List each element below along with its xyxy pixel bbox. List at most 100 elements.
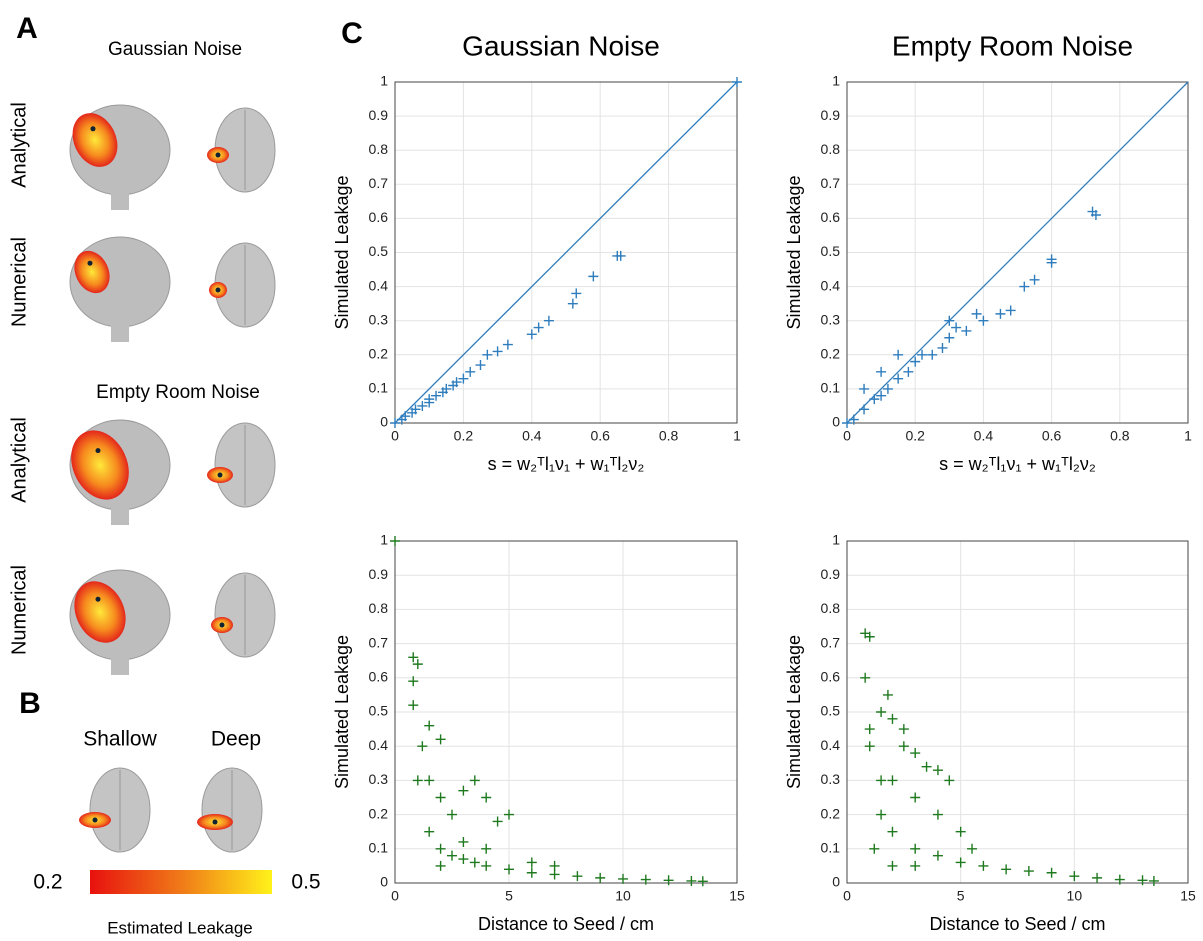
point (482, 349, 493, 360)
y-tick-label: 0.3 (821, 771, 841, 787)
point (533, 322, 544, 333)
axes-frame (846, 81, 1189, 424)
point (424, 826, 435, 837)
y-tick-label: 0.2 (369, 346, 389, 362)
point (944, 315, 955, 326)
y-tick-label: 0.2 (821, 346, 841, 362)
point (492, 816, 503, 827)
point (864, 631, 875, 642)
y-tick-label: 0.6 (369, 209, 389, 225)
point (864, 724, 875, 735)
y-tick-label: 0.8 (369, 141, 389, 157)
y-tick-label: 0 (832, 874, 840, 890)
y-tick-label: 0.9 (369, 107, 389, 123)
point (447, 850, 457, 861)
y-tick-label: 0.6 (369, 669, 389, 685)
point (887, 826, 898, 837)
point (481, 792, 492, 803)
colorbar-max: 0.5 (291, 871, 320, 894)
point (1019, 281, 1030, 292)
point (390, 418, 400, 428)
point (917, 349, 928, 360)
x-tick-label: 0.8 (659, 428, 679, 444)
point (887, 713, 898, 724)
point (927, 349, 938, 360)
point (944, 332, 955, 343)
x-axis-label: s = w₂ᵀl₁ν₁ + w₁ᵀl₂ν₂ (939, 454, 1096, 474)
y-axis-label: Simulated Leakage (332, 635, 352, 789)
x-axis-label: Distance to Seed / cm (478, 914, 654, 934)
point (408, 700, 419, 711)
brain-stem (111, 180, 129, 210)
point (937, 342, 948, 353)
point (1046, 867, 1057, 878)
point (504, 864, 514, 875)
point (618, 873, 628, 884)
point (481, 843, 492, 854)
point (451, 377, 462, 388)
panel-label: B (19, 687, 41, 720)
colorbar (90, 870, 272, 894)
axes-frame (394, 81, 738, 424)
point (417, 741, 428, 752)
y-tick-label: 0.1 (821, 840, 841, 856)
x-tick-label: 10 (1067, 888, 1083, 904)
point (967, 843, 978, 854)
point (441, 383, 452, 394)
x-tick-label: 0.2 (454, 428, 474, 444)
x-tick-label: 0 (391, 888, 399, 904)
x-tick-label: 0.6 (590, 428, 610, 444)
leakage-blob (74, 581, 126, 643)
x-tick-label: 10 (615, 888, 631, 904)
y-tick-label: 0.5 (821, 703, 841, 719)
seed (215, 287, 221, 293)
axes-frame (394, 540, 738, 884)
x-tick-label: 5 (505, 888, 513, 904)
point (859, 383, 870, 394)
point (882, 689, 893, 700)
point (951, 322, 962, 333)
point (526, 857, 537, 868)
y-tick-label: 0.9 (369, 566, 389, 582)
point (898, 724, 909, 735)
y-tick-label: 0.5 (821, 243, 841, 259)
y-axis-label: Simulated Leakage (784, 175, 804, 329)
panel-label: A (16, 12, 38, 45)
point (876, 366, 887, 377)
point (944, 775, 955, 786)
point (876, 390, 887, 401)
y-tick-label: 0.4 (369, 277, 389, 293)
point (932, 850, 943, 861)
column-label: Deep (211, 728, 261, 751)
point (390, 536, 400, 546)
x-tick-label: 15 (729, 888, 745, 904)
point (1114, 874, 1125, 885)
point (543, 315, 554, 326)
point (978, 315, 989, 326)
point (435, 843, 446, 854)
row-label: Analytical (8, 102, 30, 188)
point (412, 775, 423, 786)
point (475, 360, 486, 371)
x-axis-label: Distance to Seed / cm (929, 914, 1105, 934)
x-tick-label: 0 (843, 888, 851, 904)
point (458, 854, 469, 865)
chart-title: Gaussian Noise (462, 30, 660, 61)
y-tick-label: 0.6 (821, 669, 841, 685)
x-axis-label: s = w₂ᵀl₁ν₁ + w₁ᵀl₂ν₂ (488, 454, 645, 474)
point (412, 659, 423, 670)
point (640, 874, 651, 885)
point (887, 860, 898, 871)
point (417, 400, 428, 411)
point (469, 775, 480, 786)
y-tick-label: 1 (832, 73, 840, 89)
y-axis-label: Simulated Leakage (332, 175, 352, 329)
point (424, 394, 435, 405)
axes-frame (846, 540, 1189, 884)
point (615, 250, 626, 261)
condition-title: Gaussian Noise (108, 39, 242, 60)
y-tick-label: 1 (380, 73, 388, 89)
x-tick-label: 1 (733, 428, 741, 444)
y-tick-label: 0.9 (821, 566, 841, 582)
point (697, 876, 708, 887)
